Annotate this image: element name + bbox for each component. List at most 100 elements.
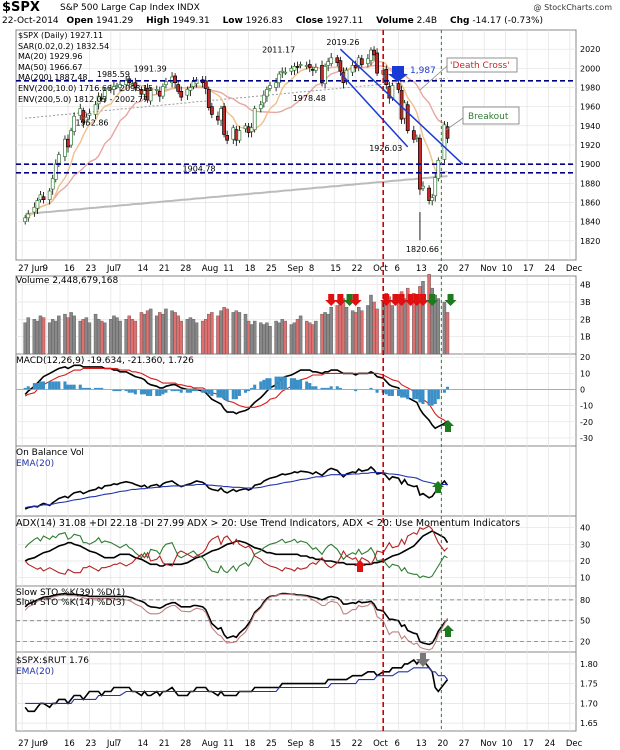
candle-body bbox=[258, 104, 263, 109]
macd-histogram-bar bbox=[149, 389, 153, 396]
volume-bar bbox=[133, 320, 138, 355]
volume-bar bbox=[237, 312, 242, 355]
date-tick-label: 28 bbox=[180, 264, 191, 274]
swing-price-label: 1985.59 bbox=[97, 70, 130, 79]
macd-histogram-bar bbox=[155, 389, 159, 396]
macd-histogram-bar bbox=[42, 381, 46, 390]
volume-bar bbox=[289, 324, 294, 355]
macd-histogram-bar bbox=[26, 386, 30, 390]
volume-bar bbox=[390, 305, 395, 355]
macd-histogram-bar bbox=[133, 389, 137, 395]
candle-body bbox=[289, 67, 294, 72]
volume-bar bbox=[329, 307, 333, 355]
candle-body bbox=[283, 71, 288, 74]
date-tick-label: Jul bbox=[106, 739, 117, 749]
date-tick-label: 22 bbox=[352, 264, 363, 274]
volume-signal-arrow-icon bbox=[395, 294, 408, 306]
volume-bar bbox=[280, 319, 284, 355]
volume-bar bbox=[320, 313, 324, 355]
volume-bar bbox=[109, 319, 113, 355]
candle-body bbox=[53, 163, 58, 180]
open-label: Open bbox=[66, 16, 94, 26]
date-tick-label: 27 Jun bbox=[18, 739, 45, 749]
adx-up-arrow-icon bbox=[354, 560, 366, 572]
macd-histogram-bar bbox=[442, 389, 446, 393]
volume-bar bbox=[277, 322, 281, 355]
macd-histogram-bar bbox=[320, 387, 324, 390]
volume-bar bbox=[142, 313, 147, 355]
indicator-tick-label: 20 bbox=[580, 557, 590, 566]
macd-histogram-bar bbox=[375, 389, 379, 393]
macd-title: MACD(12,26,9) -19.634, -21.360, 1.726 bbox=[16, 356, 194, 366]
volume-tick-label: 1B bbox=[580, 333, 591, 342]
volume-bar bbox=[72, 315, 76, 355]
macd-histogram-bar bbox=[118, 389, 122, 392]
down-arrow-icon bbox=[388, 66, 408, 82]
copyright-label: @ StockCharts.com bbox=[533, 3, 612, 12]
date-tick-label: 6 bbox=[395, 739, 400, 749]
sto-title-2: Slow STO %K(14) %D(3) bbox=[16, 598, 126, 608]
ratio-down-arrow-icon bbox=[416, 653, 430, 667]
volume-bar bbox=[127, 315, 131, 355]
macd-histogram-bar bbox=[247, 389, 251, 392]
volume-bar bbox=[252, 320, 257, 355]
date-tick-label: 7 bbox=[116, 264, 121, 274]
macd-histogram-bar bbox=[66, 384, 70, 390]
candle-body bbox=[216, 115, 220, 121]
date-tick-label: Sep bbox=[287, 264, 303, 274]
obv-up-arrow-icon bbox=[432, 481, 444, 493]
volume-value: 2.4B bbox=[416, 16, 438, 26]
candle-body bbox=[292, 66, 297, 71]
swing-price-label: 1820.66 bbox=[406, 245, 439, 254]
price-tick-label: 1960 bbox=[580, 103, 600, 112]
volume-signal-arrow-icon bbox=[426, 294, 439, 306]
volume-bar bbox=[179, 320, 183, 355]
macd-histogram-bar bbox=[445, 386, 450, 390]
volume-bar bbox=[57, 315, 61, 355]
date-tick-label: Nov bbox=[480, 264, 497, 274]
date-tick-label: 16 bbox=[64, 739, 75, 749]
volume-bar bbox=[427, 274, 431, 355]
macd-histogram-bar bbox=[139, 389, 143, 395]
breakout-label: Breakout bbox=[468, 112, 509, 122]
volume-signal-arrow-icon bbox=[343, 294, 356, 306]
candle-body bbox=[63, 138, 67, 157]
date-tick-label: 25 bbox=[266, 264, 277, 274]
date-tick-label: 21 bbox=[159, 264, 170, 274]
volume-bar bbox=[219, 310, 223, 355]
candle-body bbox=[237, 130, 242, 141]
panel-frame bbox=[15, 651, 577, 732]
volume-bar bbox=[188, 317, 193, 355]
macd-histogram-bar bbox=[299, 379, 303, 390]
price-tick-label: 1980 bbox=[580, 84, 600, 93]
candle-body bbox=[23, 217, 28, 223]
candle-body bbox=[353, 65, 358, 68]
legend-item: $SPX (Daily) 1927.11 bbox=[18, 31, 104, 40]
volume-bar bbox=[185, 319, 190, 355]
close-label: Close bbox=[295, 16, 324, 26]
candle-body bbox=[372, 49, 376, 56]
date-tick-label: 10 bbox=[502, 739, 513, 749]
volume-bar bbox=[366, 305, 370, 355]
candle-body bbox=[261, 94, 266, 104]
ratio-title: $SPX:$RUT 1.76 bbox=[16, 656, 90, 666]
candle-body bbox=[427, 187, 431, 201]
volume-bar bbox=[23, 322, 27, 355]
trend-channel-upper bbox=[339, 48, 464, 165]
date-tick-label: Dec bbox=[566, 739, 583, 749]
candle-body bbox=[329, 57, 334, 64]
indicator-series-line bbox=[24, 532, 448, 579]
macd-histogram-bar bbox=[390, 389, 394, 396]
date-tick-label: 18 bbox=[245, 264, 256, 274]
volume-bar bbox=[402, 298, 407, 355]
volume-bar bbox=[47, 322, 52, 355]
low-label: Low bbox=[222, 16, 243, 26]
macd-histogram-bar bbox=[280, 376, 284, 390]
price-legend: $SPX (Daily) 1927.11 SAR(0.02,0.2) 1832.… bbox=[18, 31, 153, 105]
macd-histogram-bar bbox=[296, 379, 300, 390]
candle-body bbox=[246, 126, 251, 133]
volume-bar bbox=[298, 315, 303, 355]
candle-body bbox=[154, 89, 159, 91]
candle-body bbox=[112, 86, 116, 90]
macd-histogram-bar bbox=[354, 389, 358, 392]
